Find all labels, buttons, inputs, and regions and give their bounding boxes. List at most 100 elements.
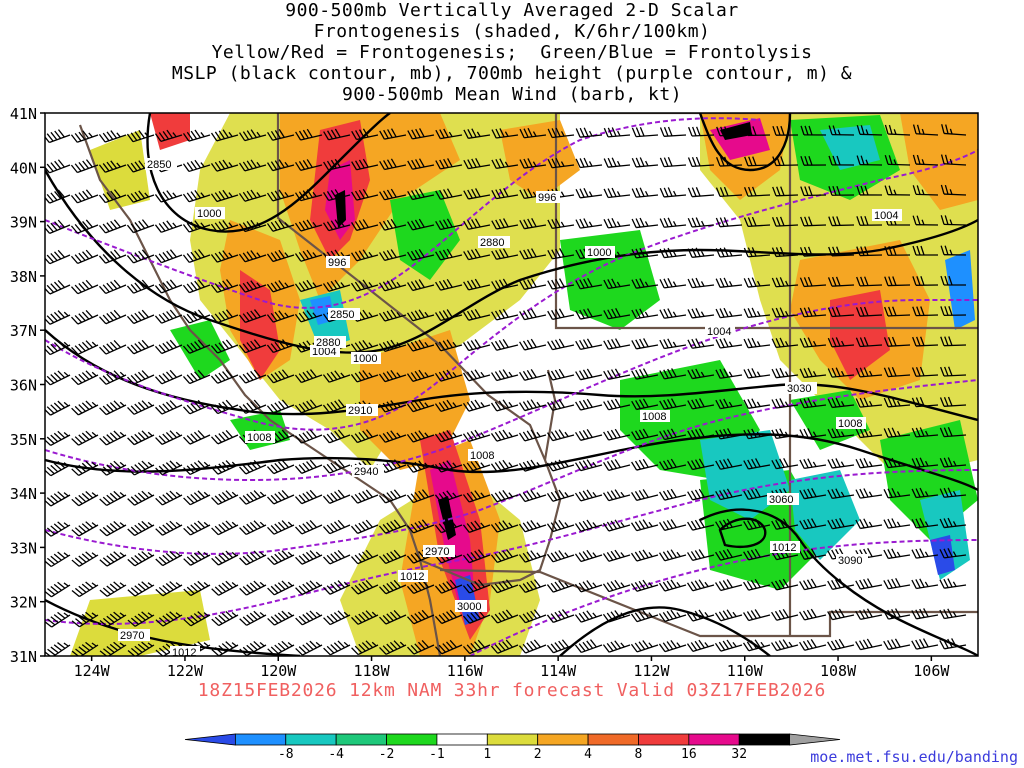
wind-barb xyxy=(45,551,71,568)
wind-barb xyxy=(687,247,715,258)
wind-barb xyxy=(490,429,519,442)
wind-barb xyxy=(407,128,435,140)
svg-text:1000: 1000 xyxy=(353,353,377,365)
wind-barb xyxy=(631,127,659,138)
wind-barb xyxy=(912,185,939,196)
wind-barb xyxy=(491,248,519,260)
wind-barb xyxy=(800,155,827,166)
height-label: 2970 xyxy=(423,545,455,558)
wind-barb xyxy=(239,580,267,596)
wind-barb xyxy=(182,339,211,354)
wind-barb xyxy=(154,190,183,203)
wind-barb xyxy=(884,246,911,256)
wind-barb xyxy=(547,368,575,381)
svg-text:1004: 1004 xyxy=(312,346,336,358)
wind-barb xyxy=(378,430,407,443)
wind-barb xyxy=(379,128,407,140)
wind-barb xyxy=(71,400,99,416)
wind-barb xyxy=(659,458,687,471)
wind-barb xyxy=(45,611,71,628)
wind-barb xyxy=(631,308,659,320)
wind-barb xyxy=(266,189,295,202)
wind-barb xyxy=(855,306,883,317)
colorbar-swatch xyxy=(285,733,337,746)
lat-label: 38N xyxy=(10,268,37,286)
wind-barb xyxy=(856,246,883,257)
wind-barb xyxy=(631,368,659,380)
wind-barb xyxy=(182,309,211,324)
wind-barb xyxy=(743,428,771,440)
wind-barb xyxy=(940,366,967,377)
wind-barb xyxy=(827,518,855,530)
wind-barb xyxy=(799,367,827,379)
svg-text:996: 996 xyxy=(538,192,556,204)
wind-barb xyxy=(407,188,435,201)
wind-barb xyxy=(211,580,239,596)
wind-barb xyxy=(519,308,547,321)
wind-barb xyxy=(659,519,687,532)
wind-barb xyxy=(743,277,771,288)
wind-barb xyxy=(603,428,631,441)
wind-barb xyxy=(855,367,883,378)
wind-barb xyxy=(323,610,351,626)
wind-barb xyxy=(883,457,911,469)
wind-barb xyxy=(828,125,855,136)
colorbar-swatch xyxy=(789,733,841,746)
wind-barb xyxy=(519,369,547,381)
lat-label: 33N xyxy=(10,539,37,557)
wind-barb xyxy=(351,128,379,141)
wind-barb xyxy=(294,429,323,444)
wind-barb xyxy=(911,608,939,620)
wind-barb xyxy=(491,187,519,200)
wind-barb xyxy=(744,126,771,137)
wind-barb xyxy=(575,398,603,411)
wind-barb xyxy=(575,127,603,138)
wind-barb xyxy=(71,310,99,325)
wind-barb xyxy=(295,550,323,565)
lon-label: 108W xyxy=(820,662,857,680)
wind-barb xyxy=(266,369,295,384)
wind-barb xyxy=(856,215,883,226)
wind-barb xyxy=(771,337,799,349)
wind-barb xyxy=(911,427,939,438)
wind-barb xyxy=(602,610,631,623)
wind-barb xyxy=(434,369,463,382)
svg-text:1004: 1004 xyxy=(707,326,731,338)
wind-barb xyxy=(686,639,715,652)
wind-barb xyxy=(491,128,519,139)
wind-barb xyxy=(155,611,183,627)
wind-barb xyxy=(322,219,351,232)
wind-barb xyxy=(770,639,799,652)
wind-barb xyxy=(603,459,631,471)
wind-barb xyxy=(883,518,911,529)
wind-barb xyxy=(462,339,491,352)
wind-barb xyxy=(98,249,127,264)
wind-barb xyxy=(940,275,967,286)
wind-barb xyxy=(912,215,939,226)
height-contours xyxy=(45,117,978,656)
wind-barb xyxy=(463,157,491,170)
lon-label: 122W xyxy=(167,662,204,680)
wind-barb xyxy=(883,578,911,590)
wind-barb xyxy=(686,609,715,622)
utah-arizona-border xyxy=(554,113,978,330)
wind-barb xyxy=(127,460,155,476)
wind-barb xyxy=(547,308,575,320)
wind-barb xyxy=(434,609,463,625)
wind-barb xyxy=(855,578,883,590)
wind-barb xyxy=(378,309,407,322)
lat-label: 39N xyxy=(10,214,37,232)
wind-barb xyxy=(603,217,631,229)
wind-barb xyxy=(771,277,799,288)
title-line-1: 900-500mb Vertically Averaged 2-D Scalar xyxy=(285,0,739,21)
wind-barb xyxy=(490,639,519,654)
wind-barb xyxy=(715,277,743,288)
wind-barb xyxy=(98,130,127,143)
wind-barb xyxy=(434,339,463,352)
wind-barb xyxy=(182,249,211,263)
wind-barb xyxy=(658,579,687,592)
wind-barb xyxy=(182,279,211,294)
wind-barb xyxy=(99,551,127,567)
wind-barb xyxy=(45,430,71,446)
